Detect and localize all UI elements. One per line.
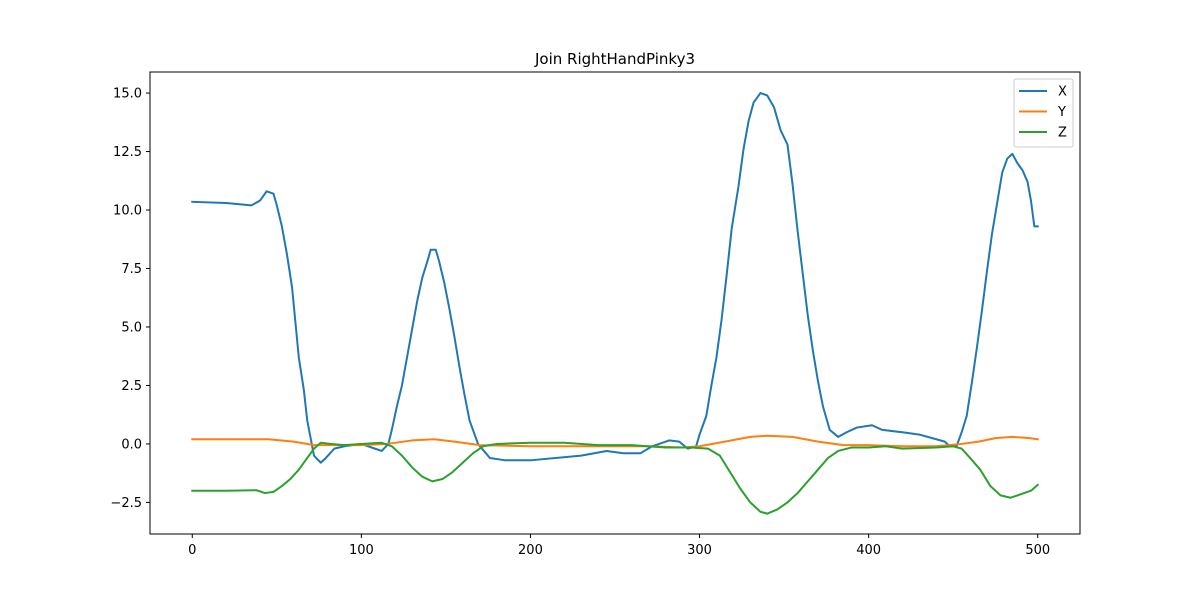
plot-area — [150, 72, 1080, 534]
x-tick-label: 200 — [518, 543, 543, 558]
y-tick-label: 15.0 — [113, 87, 142, 102]
series-layer — [191, 92, 1040, 515]
y-axis-ticks: −2.5 0.0 2.5 5.0 7.5 10.0 12.5 15.0 — [110, 87, 150, 511]
legend-box — [1013, 78, 1074, 148]
series-line-z — [191, 441, 1040, 515]
y-tick-label: 12.5 — [113, 145, 142, 160]
legend-label-y: Y — [1057, 105, 1066, 120]
x-tick-label: 0 — [188, 543, 196, 558]
x-tick-label: 400 — [856, 543, 881, 558]
y-tick-label: 5.0 — [121, 320, 142, 335]
chart-title: Join RightHandPinky3 — [534, 50, 695, 68]
y-tick-label: −2.5 — [110, 496, 142, 511]
legend: XYZ — [1013, 78, 1074, 148]
y-tick-label: 7.5 — [121, 262, 142, 277]
x-tick-label: 500 — [1025, 543, 1050, 558]
legend-label-x: X — [1058, 85, 1067, 100]
legend-label-z: Z — [1058, 126, 1067, 141]
y-tick-label: 0.0 — [121, 437, 142, 452]
x-tick-label: 300 — [687, 543, 712, 558]
x-axis-ticks: 0 100 200 300 400 500 — [188, 534, 1050, 558]
y-tick-label: 2.5 — [121, 379, 142, 394]
x-tick-label: 100 — [349, 543, 374, 558]
axes-frame — [149, 71, 1081, 535]
y-tick-label: 10.0 — [113, 204, 142, 219]
